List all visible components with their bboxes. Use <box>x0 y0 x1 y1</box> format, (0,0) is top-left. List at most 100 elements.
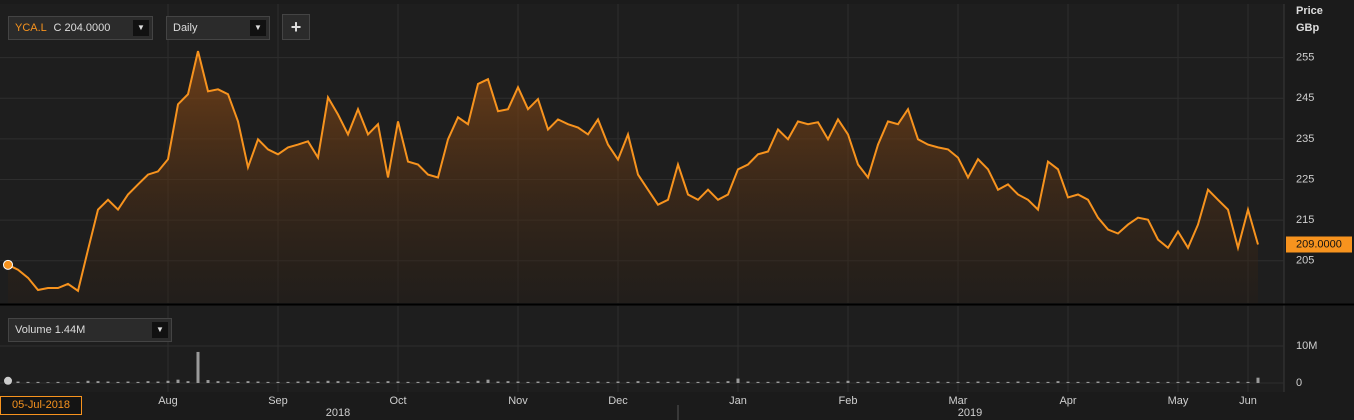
volume-bar <box>766 381 770 383</box>
volume-bar <box>36 381 40 383</box>
volume-bar <box>1256 377 1260 383</box>
volume-bar <box>146 381 150 383</box>
volume-bar <box>1046 381 1050 383</box>
volume-bar <box>1106 381 1110 383</box>
volume-bar <box>76 381 80 383</box>
interval-select[interactable]: Daily ▼ <box>166 16 270 40</box>
start-marker <box>3 259 13 270</box>
volume-bar <box>1216 381 1220 383</box>
volume-bar <box>696 381 700 383</box>
volume-bar <box>1016 381 1020 383</box>
volume-bar <box>976 381 980 383</box>
volume-select[interactable]: Volume 1.44M ▼ <box>8 318 172 342</box>
volume-bar <box>1056 381 1060 383</box>
volume-bar <box>376 381 380 383</box>
price-line <box>7 50 1259 293</box>
volume-bar <box>436 381 440 383</box>
volume-bar <box>286 381 290 383</box>
volume-bar <box>306 381 310 383</box>
volume-bar <box>106 381 110 383</box>
volume-bar <box>536 381 540 383</box>
volume-bar <box>506 381 510 383</box>
volume-bar <box>926 381 930 383</box>
volume-bar <box>516 381 520 383</box>
volume-bar <box>966 381 970 383</box>
volume-bar <box>576 381 580 383</box>
volume-bar <box>1026 381 1030 383</box>
volume-bar <box>1076 381 1080 383</box>
volume-bar <box>1186 381 1190 383</box>
volume-bar <box>1066 381 1070 383</box>
volume-bar <box>786 381 790 383</box>
volume-bar <box>956 381 960 383</box>
x-tick-label: Dec <box>608 395 628 407</box>
year-label: 2018 <box>326 407 350 419</box>
volume-bar <box>606 381 610 383</box>
volume-bar <box>526 381 530 383</box>
volume-bar <box>136 381 140 383</box>
add-button[interactable]: + <box>282 14 310 40</box>
volume-bar <box>876 381 880 383</box>
volume-bar <box>1146 381 1150 383</box>
volume-bar <box>386 381 390 383</box>
volume-bar <box>366 381 370 383</box>
volume-bar <box>726 381 730 383</box>
volume-bar <box>946 381 950 383</box>
x-tick-label: Jan <box>729 395 747 407</box>
volume-bar <box>326 380 330 383</box>
volume-bar <box>746 381 750 383</box>
symbol-select[interactable]: YCA.L C 204.0000 ▼ <box>8 16 153 40</box>
volume-bar <box>806 381 810 383</box>
volume-title: Volume 1.44M <box>15 324 86 336</box>
price-area <box>8 51 1258 303</box>
volume-bar <box>796 381 800 383</box>
volume-bar <box>396 381 400 383</box>
volume-bar <box>826 381 830 383</box>
cursor-date: 05-Jul-2018 <box>0 396 82 415</box>
symbol: YCA.L <box>15 22 47 34</box>
dropdown-arrow: ▼ <box>133 20 149 36</box>
volume-bar <box>26 381 30 383</box>
volume-bar <box>16 381 20 383</box>
volume-bar <box>1236 381 1240 383</box>
x-tick-label: Mar <box>949 395 968 407</box>
volume-bar <box>336 381 340 383</box>
volume-bar <box>256 381 260 383</box>
volume-bar <box>476 380 480 383</box>
x-tick-label: Aug <box>158 395 178 407</box>
volume-bar <box>856 381 860 383</box>
volume-bar <box>46 382 50 383</box>
volume-bar <box>886 381 890 383</box>
volume-bar <box>1196 381 1200 383</box>
volume-bar <box>626 381 630 383</box>
volume-bar <box>126 381 130 383</box>
close-price: C 204.0000 <box>53 22 111 34</box>
volume-bar <box>446 381 450 383</box>
volume-bar <box>96 381 100 383</box>
volume-bar <box>236 381 240 383</box>
volume-bar <box>1226 381 1230 383</box>
volume-bar <box>156 381 160 383</box>
volume-bar <box>496 381 500 383</box>
volume-bar <box>456 381 460 383</box>
volume-bar <box>1246 381 1250 383</box>
volume-bar <box>556 381 560 383</box>
volume-panel <box>0 306 1284 392</box>
volume-bar <box>1166 381 1170 383</box>
volume-bar <box>86 380 90 383</box>
x-tick-label: Nov <box>508 395 528 407</box>
volume-bar <box>616 381 620 383</box>
volume-bar <box>276 381 280 383</box>
volume-bar <box>196 351 200 383</box>
volume-bar <box>896 381 900 383</box>
last-price-box <box>1286 236 1352 253</box>
volume-bar <box>296 381 300 383</box>
volume-bar <box>416 381 420 383</box>
y-label: Price <box>1296 5 1323 17</box>
year-label: 2019 <box>958 407 982 419</box>
volume-bar <box>226 381 230 383</box>
volume-bar <box>486 379 490 383</box>
y-tick-label: 10M <box>1296 340 1317 352</box>
last-price-label: 209.0000 <box>1296 238 1342 250</box>
